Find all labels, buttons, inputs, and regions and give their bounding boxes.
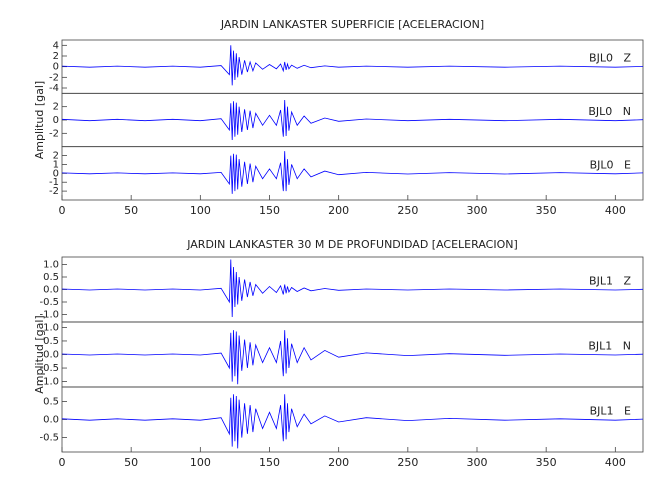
y-tick-label: 1.0 [43, 260, 59, 271]
x-tick-label: 150 [259, 204, 280, 217]
x-tick-label: 100 [190, 204, 211, 217]
y-axis-label: Amplitud [gal] [33, 81, 46, 159]
trace-label: BJL0 E [590, 158, 631, 171]
y-tick-label: 0.0 [43, 350, 59, 361]
y-tick-label: 0.5 [43, 336, 59, 347]
y-tick-label: 0.0 [43, 285, 59, 296]
trace-label: BJL1 Z [589, 275, 631, 288]
trace-label: BJL1 N [588, 340, 631, 353]
trace-label: BJL0 N [588, 105, 631, 118]
y-tick-label: 0.5 [43, 396, 59, 407]
x-tick-label: 250 [397, 204, 418, 217]
y-tick-label: 2 [53, 102, 59, 113]
y-tick-label: -2 [49, 72, 59, 83]
y-tick-label: -1.0 [39, 377, 59, 388]
x-tick-label: 50 [124, 204, 138, 217]
y-tick-label: -1.0 [39, 310, 59, 321]
x-tick-label: 400 [605, 456, 626, 469]
waveform [61, 99, 644, 141]
x-tick-label: 300 [467, 204, 488, 217]
y-tick-label: -4 [49, 83, 59, 94]
y-tick-label: 0 [53, 115, 59, 126]
waveform [61, 259, 644, 318]
y-tick-label: -0.5 [39, 433, 59, 444]
x-tick-label: 250 [397, 456, 418, 469]
trace-label: BJL1 E [590, 405, 631, 418]
y-tick-label: 0.0 [43, 415, 59, 426]
y-tick-label: -0.5 [39, 363, 59, 374]
y-tick-label: 1 [53, 159, 59, 170]
x-tick-label: 350 [536, 456, 557, 469]
waveform [61, 330, 644, 385]
x-tick-label: 300 [467, 456, 488, 469]
y-tick-label: 2 [53, 51, 59, 62]
x-tick-label: 200 [328, 456, 349, 469]
waveform [61, 394, 644, 449]
x-tick-label: 400 [605, 204, 626, 217]
y-tick-label: -2 [49, 186, 59, 197]
x-tick-label: 0 [59, 456, 66, 469]
trace-label: BJL0 Z [589, 52, 631, 65]
y-tick-label: 0.5 [43, 272, 59, 283]
waveform [61, 151, 644, 194]
x-tick-label: 350 [536, 204, 557, 217]
x-tick-label: 0 [59, 204, 66, 217]
y-tick-label: 0 [53, 168, 59, 179]
x-tick-label: 150 [259, 456, 280, 469]
y-tick-label: 2 [53, 151, 59, 162]
y-axis-label: Amplitud [gal] [33, 315, 46, 393]
x-tick-label: 200 [328, 204, 349, 217]
y-tick-label: 1.0 [43, 322, 59, 333]
y-tick-label: -2 [49, 128, 59, 139]
chart-title: JARDIN LANKASTER 30 M DE PROFUNDIDAD [AC… [186, 238, 518, 251]
y-tick-label: 4 [53, 40, 59, 51]
y-tick-label: -0.5 [39, 297, 59, 308]
chart-title: JARDIN LANKASTER SUPERFICIE [ACELERACION… [220, 18, 484, 31]
x-tick-label: 100 [190, 456, 211, 469]
y-tick-label: -1 [49, 177, 59, 188]
waveform [61, 45, 644, 86]
y-tick-label: 0 [53, 62, 59, 73]
x-tick-label: 50 [124, 456, 138, 469]
